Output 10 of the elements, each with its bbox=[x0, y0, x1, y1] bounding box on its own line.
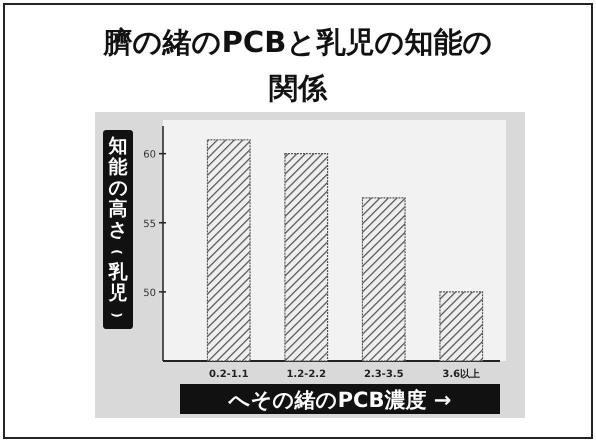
x-tick-label: 1.2-2.2 bbox=[286, 369, 326, 380]
text: 知能の高さ(乳児) bbox=[108, 135, 128, 318]
x-tick-label: 3.6以上 bbox=[442, 368, 480, 380]
x-tick-label: 2.3-3.5 bbox=[364, 369, 404, 380]
title: 臍の緒のPCBと乳児の知能の関係 bbox=[104, 25, 492, 105]
y-tick-label: 55 bbox=[143, 218, 156, 230]
x-tick-label: 0.2-1.1 bbox=[208, 369, 249, 380]
x-axis-title: へその緒のPCB濃度 → bbox=[228, 388, 452, 412]
y-tick-label: 60 bbox=[143, 150, 156, 161]
y-tick-label: 50 bbox=[143, 288, 156, 299]
